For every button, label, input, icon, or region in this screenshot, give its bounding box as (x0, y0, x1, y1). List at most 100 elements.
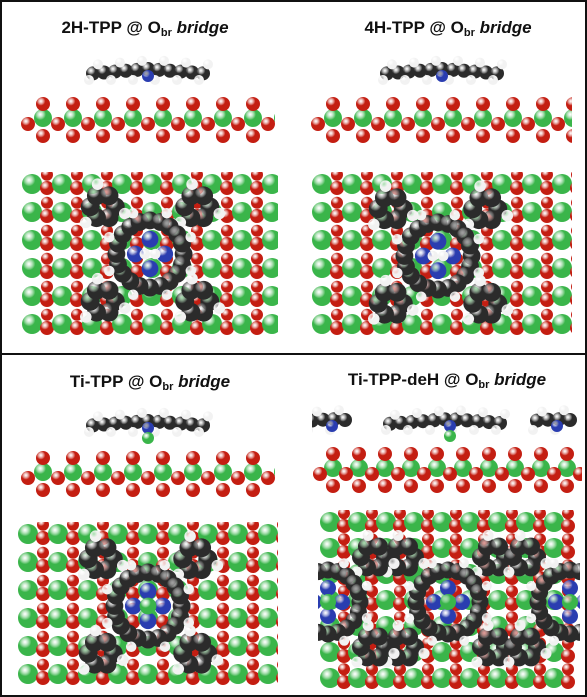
hydrogen-atom (540, 558, 552, 569)
oxygen-atom (71, 196, 83, 209)
oxygen-atom (250, 293, 264, 307)
oxygen-atom (541, 196, 553, 209)
oxygen-atom (186, 671, 200, 685)
oxygen-atom (337, 675, 351, 689)
titanium-atom (228, 664, 248, 684)
oxygen-atom (160, 321, 174, 335)
titanium-atom (342, 230, 362, 250)
titanium-atom (142, 314, 162, 334)
oxygen-atom (570, 323, 572, 333)
titanium-atom (262, 258, 278, 278)
oxygen-atom (449, 649, 463, 663)
titanium-atom (372, 230, 392, 250)
titanium-atom (402, 174, 422, 194)
titanium-atom (348, 668, 368, 688)
hydrogen-atom (481, 580, 492, 591)
hydrogen-atom (427, 635, 437, 646)
titanium-atom (82, 230, 102, 250)
hydrogen-atom (481, 613, 492, 623)
oxygen-atom (66, 643, 80, 657)
titanium-atom (94, 463, 112, 481)
oxygen-atom (70, 321, 84, 335)
hydrogen-atom (409, 57, 419, 68)
titanium-atom (312, 174, 332, 194)
oxygen-atom (171, 471, 185, 485)
oxygen-atom (562, 510, 574, 520)
titanium-atom (488, 668, 508, 688)
oxygen-atom (540, 209, 554, 223)
oxygen-atom (156, 587, 170, 601)
oxygen-atom (510, 321, 524, 335)
oxygen-atom (96, 483, 110, 497)
titanium-atom (474, 109, 492, 127)
oxygen-atom (360, 265, 374, 279)
panel-title-2h-tpp: 2H-TPP @ Obr bridge (61, 18, 229, 39)
titanium-atom (552, 314, 572, 334)
oxygen-atom (71, 280, 83, 293)
hydrogen-atom (334, 405, 344, 416)
titanium-atom (376, 590, 396, 610)
oxygen-atom (216, 483, 230, 497)
titanium-atom (258, 524, 278, 544)
oxygen-atom (420, 321, 434, 335)
oxygen-atom (506, 97, 520, 111)
nitrogen-atom (436, 70, 448, 82)
oxygen-atom (127, 658, 139, 671)
hydrogen-atom (150, 248, 161, 260)
oxygen-atom (126, 97, 140, 111)
oxygen-atom (562, 663, 574, 676)
hydrogen-atom (139, 248, 151, 260)
titanium-atom (64, 463, 82, 481)
oxygen-atom (250, 265, 264, 279)
oxygen-atom (41, 172, 53, 181)
hydrogen-atom (392, 267, 403, 279)
oxygen-atom (156, 129, 170, 143)
oxygen-atom (37, 546, 49, 559)
oxygen-atom (401, 117, 415, 131)
titanium-atom (18, 524, 38, 544)
oxygen-atom (361, 172, 373, 181)
hydrogen-atom (119, 207, 131, 220)
titanium-atom (320, 668, 340, 688)
titanium-atom (488, 590, 508, 610)
titanium-atom (52, 230, 72, 250)
titanium-atom (22, 286, 42, 306)
hydrogen-atom (501, 304, 514, 316)
hydrogen-atom (469, 425, 479, 435)
hydrogen-atom (128, 75, 138, 85)
carbon-atom (99, 186, 119, 206)
hydrogen-atom (89, 530, 102, 542)
titanium-atom (320, 594, 336, 610)
titanium-atom (228, 580, 248, 600)
titanium-atom (34, 463, 52, 481)
oxygen-atom (338, 510, 350, 520)
titanium-atom (112, 314, 132, 334)
oxygen-atom (331, 280, 343, 293)
titanium-atom (552, 202, 572, 222)
oxygen-atom (365, 467, 379, 481)
oxygen-atom (246, 129, 260, 143)
oxygen-atom (71, 172, 83, 181)
oxygen-atom (570, 211, 572, 221)
hydrogen-atom (101, 583, 113, 595)
oxygen-atom (562, 533, 574, 546)
oxygen-atom (36, 587, 50, 601)
oxygen-atom (161, 308, 173, 321)
hydrogen-atom (459, 635, 470, 646)
oxygen-atom (505, 597, 519, 611)
hydrogen-atom (185, 231, 196, 243)
titanium-atom (22, 230, 42, 250)
oxygen-atom (534, 447, 548, 461)
titanium-atom (258, 580, 278, 600)
oxygen-atom (365, 597, 379, 611)
oxygen-atom (217, 630, 229, 643)
titanium-atom (232, 202, 252, 222)
carbon-atom (97, 632, 117, 652)
oxygen-atom (541, 280, 553, 293)
titanium-atom (522, 202, 542, 222)
titanium-atom (78, 580, 98, 600)
oxygen-atom (477, 519, 491, 533)
oxygen-atom (547, 467, 561, 481)
oxygen-atom (41, 280, 53, 293)
